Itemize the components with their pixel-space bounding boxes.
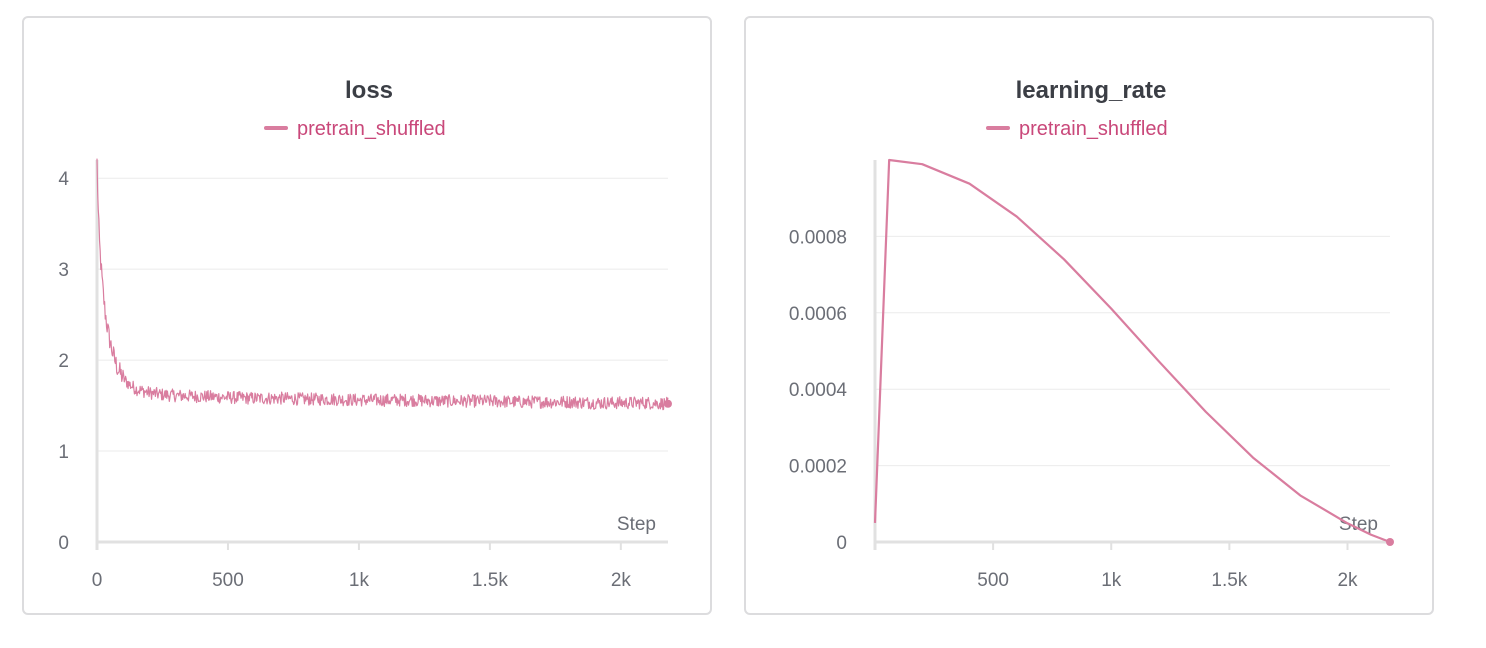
- chart-1-legend[interactable]: pretrain_shuffled: [986, 118, 1168, 140]
- chart-1-y-tick-label: 0.0008: [789, 227, 847, 248]
- loss-chart: loss pretrain_shuffled 0 1 2 3 4 0 500 1k 1.5k 2k St…: [58, 77, 672, 591]
- chart-0-series-line[interactable]: [96, 158, 669, 411]
- learning-rate-chart: learning_rate pretrain_shuffled 0 0.0002 0.0…: [789, 77, 1394, 591]
- chart-1-x-tick-label: 2k: [1337, 570, 1358, 591]
- chart-0-legend-label: pretrain_shuffled: [297, 118, 446, 140]
- chart-1-legend-label: pretrain_shuffled: [1019, 118, 1168, 140]
- chart-0-legend[interactable]: pretrain_shuffled: [264, 118, 446, 140]
- chart-1-y-tick-label: 0.0002: [789, 457, 847, 478]
- chart-1-y-tick-label: 0: [836, 533, 847, 554]
- chart-0-y-tick-label: 3: [58, 260, 69, 281]
- chart-0-x-tick-label: 500: [212, 570, 244, 591]
- chart-0-x-axis-title: Step: [617, 514, 656, 535]
- chart-1-y-tick-label: 0.0006: [789, 304, 847, 325]
- chart-0-y-tick-label: 4: [58, 169, 69, 190]
- chart-0-y-tick-label: 0: [58, 533, 69, 554]
- chart-1-x-tick-label: 500: [977, 570, 1009, 591]
- chart-0-x-tick-label: 2k: [611, 570, 632, 591]
- chart-1-x-axis-title: Step: [1339, 514, 1378, 535]
- chart-1-series-end-point[interactable]: [1386, 538, 1394, 546]
- chart-1-y-tick-label: 0.0004: [789, 380, 848, 401]
- chart-0-series-end-point[interactable]: [664, 399, 672, 408]
- chart-1-x-tick-label: 1.5k: [1211, 570, 1247, 591]
- chart-1-title: learning_rate: [1016, 77, 1167, 104]
- chart-0-y-tick-label: 2: [58, 351, 69, 372]
- chart-0-x-tick-label: 0: [92, 570, 103, 591]
- chart-0-title: loss: [345, 77, 393, 104]
- chart-1-series-line[interactable]: [873, 158, 1391, 544]
- chart-1-x-tick-label: 1k: [1101, 570, 1122, 591]
- chart-0-y-tick-label: 1: [58, 442, 69, 463]
- learning-rate-chart-panel[interactable]: learning_rate pretrain_shuffled 0 0.0002 0.0…: [744, 16, 1434, 615]
- chart-0-x-tick-label: 1.5k: [472, 570, 508, 591]
- chart-0-x-tick-label: 1k: [349, 570, 370, 591]
- loss-chart-panel[interactable]: loss pretrain_shuffled 0 1 2 3 4 0 500 1k 1.5k 2k St…: [22, 16, 712, 615]
